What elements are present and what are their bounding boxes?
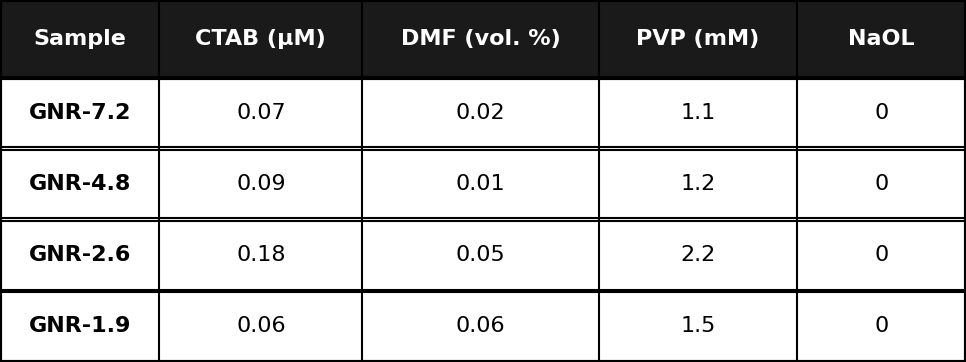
Text: 0: 0 — [874, 245, 889, 265]
Bar — [0, 78, 966, 149]
Text: GNR-1.9: GNR-1.9 — [29, 316, 130, 336]
Bar — [0, 291, 966, 362]
Text: GNR-7.2: GNR-7.2 — [29, 104, 130, 123]
Bar — [0, 220, 966, 291]
Text: Sample: Sample — [33, 29, 127, 49]
Text: 0.06: 0.06 — [236, 316, 286, 336]
Text: 1.5: 1.5 — [680, 316, 716, 336]
Text: 0.09: 0.09 — [236, 174, 286, 194]
Text: GNR-4.8: GNR-4.8 — [29, 174, 130, 194]
Text: PVP (mM): PVP (mM) — [637, 29, 759, 49]
Text: 0.01: 0.01 — [456, 174, 505, 194]
Text: 0: 0 — [874, 174, 889, 194]
Text: 0.02: 0.02 — [456, 104, 505, 123]
Text: 1.1: 1.1 — [680, 104, 716, 123]
Text: 0.06: 0.06 — [456, 316, 505, 336]
Text: 2.2: 2.2 — [680, 245, 716, 265]
Text: NaOL: NaOL — [848, 29, 915, 49]
Text: GNR-2.6: GNR-2.6 — [29, 245, 130, 265]
Bar — [0, 0, 966, 78]
Text: DMF (vol. %): DMF (vol. %) — [401, 29, 560, 49]
Text: 0.05: 0.05 — [456, 245, 505, 265]
Text: 0: 0 — [874, 104, 889, 123]
Text: 0.18: 0.18 — [236, 245, 286, 265]
Text: 0: 0 — [874, 316, 889, 336]
Text: CTAB (μM): CTAB (μM) — [195, 29, 327, 49]
Bar — [0, 149, 966, 220]
Text: 1.2: 1.2 — [680, 174, 716, 194]
Text: 0.07: 0.07 — [236, 104, 286, 123]
